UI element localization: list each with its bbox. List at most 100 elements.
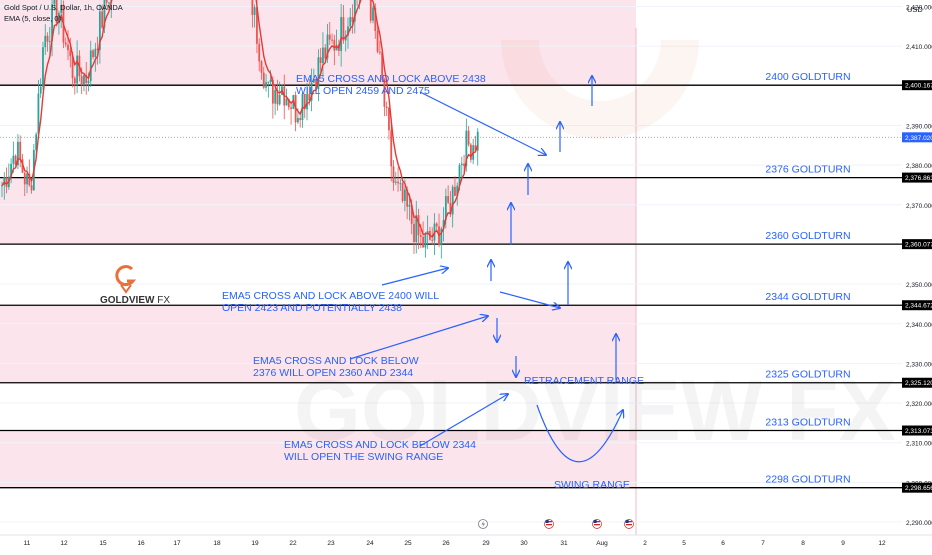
time-tick-label: 26	[442, 540, 450, 547]
level-price-badge: 2,298.656	[905, 485, 932, 492]
candle-body	[37, 93, 40, 135]
level-price-badge: 2,400.167	[905, 83, 932, 90]
goldview-logo-icon	[115, 265, 137, 294]
current-price-badge-bg	[902, 132, 932, 143]
candle-body	[96, 48, 99, 51]
arrows-layer	[349, 76, 623, 463]
candle-body	[419, 235, 422, 237]
price-tick-label: 2,410.000	[906, 44, 932, 51]
time-tick-label: 5	[682, 540, 686, 547]
time-tick-label: 25	[404, 540, 412, 547]
candle-body	[85, 75, 88, 83]
event-icons	[478, 519, 634, 529]
candle-body	[290, 107, 292, 109]
level-label-7: 2360 GOLDTURN	[765, 230, 850, 242]
price-tick-label: 2,420.000	[906, 5, 932, 12]
time-tick-label: 30	[520, 540, 528, 547]
candle-body	[299, 118, 302, 121]
candle-body	[435, 223, 438, 227]
candle-body	[42, 47, 44, 87]
time-tick-label: 12	[878, 540, 886, 547]
candle-body	[460, 163, 463, 166]
candle-body	[381, 52, 384, 80]
price-tick-label: 2,390.000	[906, 124, 932, 131]
candle-body	[317, 57, 320, 90]
candle-body	[19, 141, 22, 160]
candle-body	[35, 134, 38, 151]
time-tick-label: 12	[60, 540, 68, 547]
indicator-legend: EMA (5, close, 0)	[4, 14, 62, 23]
zones-layer	[0, 0, 637, 535]
candle-body	[474, 145, 477, 151]
candle-body	[3, 177, 6, 186]
candle-body	[378, 51, 381, 53]
candle-body	[454, 186, 456, 196]
level-label-9: 2325 GOLDTURN	[765, 369, 850, 381]
levels-layer: 2488 GOLDTURN AVERAGE2475 GOLDTURN2459 G…	[0, 71, 902, 489]
candle-body	[442, 219, 445, 229]
candle-body	[390, 130, 393, 167]
candle-body	[340, 17, 343, 51]
level-price-badge-bg	[902, 80, 932, 91]
arrow-note4-to-swing	[419, 394, 508, 447]
candle-body	[324, 47, 327, 59]
candle-body	[385, 106, 388, 108]
candle-body	[83, 75, 85, 86]
candle-body	[388, 107, 390, 131]
candle-body	[287, 98, 290, 108]
notes-layer: EMA5 CROSS AND LOCK ABOVE 2438 WILL OPEN…	[222, 73, 644, 491]
candle-body	[51, 4, 53, 42]
price-tick-label: 2,380.000	[906, 163, 932, 170]
level-price-badge: 2,344.672	[905, 303, 932, 310]
candle-body	[274, 89, 277, 104]
candle-body	[328, 34, 331, 40]
candle-body	[410, 204, 413, 224]
flag-stripe	[626, 524, 632, 526]
pink-zone-3	[0, 177, 636, 245]
level-price-badge: 2,376.863	[905, 175, 932, 182]
time-tick-label: 6	[721, 540, 725, 547]
time-tick-label: 29	[482, 540, 490, 547]
level-price-badge-bg	[902, 300, 932, 311]
candle-body	[449, 202, 452, 215]
candle-body	[369, 0, 372, 21]
arrow-to-2376	[499, 291, 560, 308]
candle-body	[394, 181, 397, 183]
level-price-badge-bg	[902, 239, 932, 250]
price-tick-label: 2,370.000	[906, 203, 932, 210]
price-axis-bg	[902, 0, 932, 550]
time-axis[interactable]: 11 12 15 16 17 18 19 22 23 24 25 26 29 30 31 Aug 2 5 6 7 8 9 1…	[0, 534, 932, 547]
candle-body	[80, 76, 83, 86]
goldview-logo-fx: FX	[154, 295, 170, 306]
candle-body	[64, 42, 67, 45]
candle-body	[383, 79, 386, 107]
price-axis[interactable]: 2,290.0002,300.0002,310.0002,320.0002,33…	[902, 0, 932, 550]
candle-body	[463, 163, 465, 167]
candle-body	[276, 89, 279, 105]
note-ema5-above-2438-line1: EMA5 CROSS AND LOCK ABOVE 2438	[296, 73, 486, 85]
flag-stripe	[594, 521, 600, 523]
arrow-note2-to-2400	[381, 268, 448, 286]
flag-canton	[545, 520, 549, 523]
price-tick-label: 2,350.000	[906, 282, 932, 289]
level-price-badge-bg	[902, 172, 932, 183]
price-tick-label: 2,310.000	[906, 441, 932, 448]
candle-body	[469, 144, 472, 160]
flag-canton	[593, 520, 597, 523]
candle-body	[23, 172, 26, 185]
price-tick-label: 2,330.000	[906, 361, 932, 368]
flag-canton	[625, 520, 629, 523]
candle-body	[55, 0, 58, 24]
time-tick-label: Aug	[596, 540, 608, 547]
candle-body	[444, 196, 447, 220]
time-tick-label: 24	[366, 540, 374, 547]
candle-body	[258, 43, 261, 62]
candle-body	[30, 185, 33, 191]
candle-body	[303, 93, 306, 110]
candle-body	[60, 4, 63, 13]
flag-stripe	[626, 521, 632, 523]
lightning-glyph	[481, 520, 485, 528]
flag-stripe	[546, 524, 552, 526]
